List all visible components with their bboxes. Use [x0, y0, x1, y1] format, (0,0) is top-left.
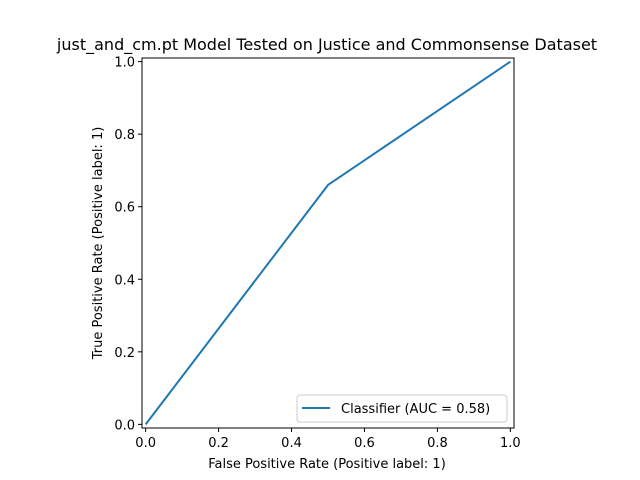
y-tick-label: 0.0 [114, 418, 135, 433]
y-axis-label: True Positive Rate (Positive label: 1) [91, 127, 106, 361]
y-tick-label: 0.4 [114, 273, 135, 288]
y-tick-label: 0.2 [114, 346, 135, 361]
x-tick-label: 0.6 [354, 436, 375, 451]
plot-area [141, 57, 515, 429]
y-tick-label: 0.6 [114, 201, 135, 216]
x-tick-label: 0.8 [427, 436, 448, 451]
x-tick-label: 1.0 [500, 436, 521, 451]
x-axis-ticks: 0.0 0.2 0.4 0.6 0.8 1.0 [135, 428, 521, 451]
x-tick-label: 0.0 [135, 436, 156, 451]
legend: Classifier (AUC = 0.58) [296, 394, 508, 423]
y-tick-label: 0.8 [114, 128, 135, 143]
legend-box [296, 394, 508, 423]
y-tick-label: 1.0 [114, 56, 135, 71]
x-tick-label: 0.2 [208, 436, 229, 451]
series-line-0 [144, 60, 511, 425]
plot-frame [141, 57, 515, 429]
legend-label: Classifier (AUC = 0.58) [341, 402, 490, 417]
x-tick-label: 0.4 [281, 436, 302, 451]
x-axis-label: False Positive Rate (Positive label: 1) [208, 457, 446, 472]
y-axis-ticks: 0.0 0.2 0.4 0.6 0.8 1.0 [114, 56, 142, 433]
chart-title: just_and_cm.pt Model Tested on Justice a… [56, 35, 597, 55]
